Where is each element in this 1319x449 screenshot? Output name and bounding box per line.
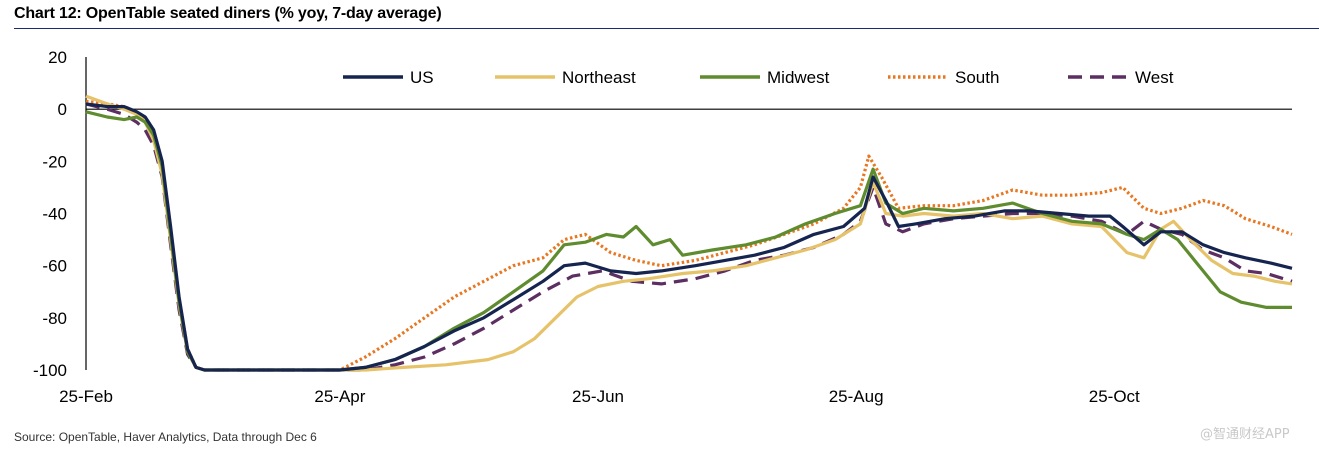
y-tick-label: -80: [42, 309, 67, 328]
series-line-northeast: [85, 94, 1293, 372]
legend-label-midwest: Midwest: [767, 68, 830, 87]
x-tick-label: 25-Jun: [572, 387, 624, 406]
legend-label-west: West: [1135, 68, 1174, 87]
watermark: @智通财经APP: [1200, 427, 1290, 442]
y-tick-label: -40: [42, 205, 67, 224]
legend-label-us: US: [410, 68, 434, 87]
source-note: Source: OpenTable, Haver Analytics, Data…: [14, 430, 317, 444]
x-axis: 25-Feb 25-Apr 25-Jun 25-Aug 25-Oct: [59, 387, 1140, 406]
legend: US Northeast Midwest South West: [343, 68, 1174, 87]
series-line-south: [85, 99, 1293, 372]
series-line-midwest: [85, 110, 1292, 372]
line-chart: 200-20-40-60-80-100 25-Feb 25-Apr 25-Jun 25…: [33, 48, 1293, 406]
series-lines: [85, 94, 1293, 372]
y-tick-label: -60: [42, 257, 67, 276]
legend-label-northeast: Northeast: [562, 68, 636, 87]
series-line-us: [85, 102, 1293, 372]
y-tick-label: -100: [33, 361, 67, 380]
y-tick-label: 0: [58, 100, 67, 119]
legend-label-south: South: [955, 68, 999, 87]
y-tick-label: 20: [48, 48, 67, 67]
chart-title: Chart 12: OpenTable seated diners (% yoy…: [14, 5, 442, 22]
x-tick-label: 25-Feb: [59, 387, 113, 406]
y-axis: 20 0 -20 -40 -60 -80 -100: [33, 48, 67, 380]
x-tick-label: 25-Aug: [829, 387, 884, 406]
axes: [85, 57, 1292, 370]
x-tick-label: 25-Oct: [1089, 387, 1140, 406]
title-rule: [14, 28, 1319, 29]
y-tick-label: -20: [42, 152, 67, 171]
x-tick-label: 25-Apr: [314, 387, 365, 406]
